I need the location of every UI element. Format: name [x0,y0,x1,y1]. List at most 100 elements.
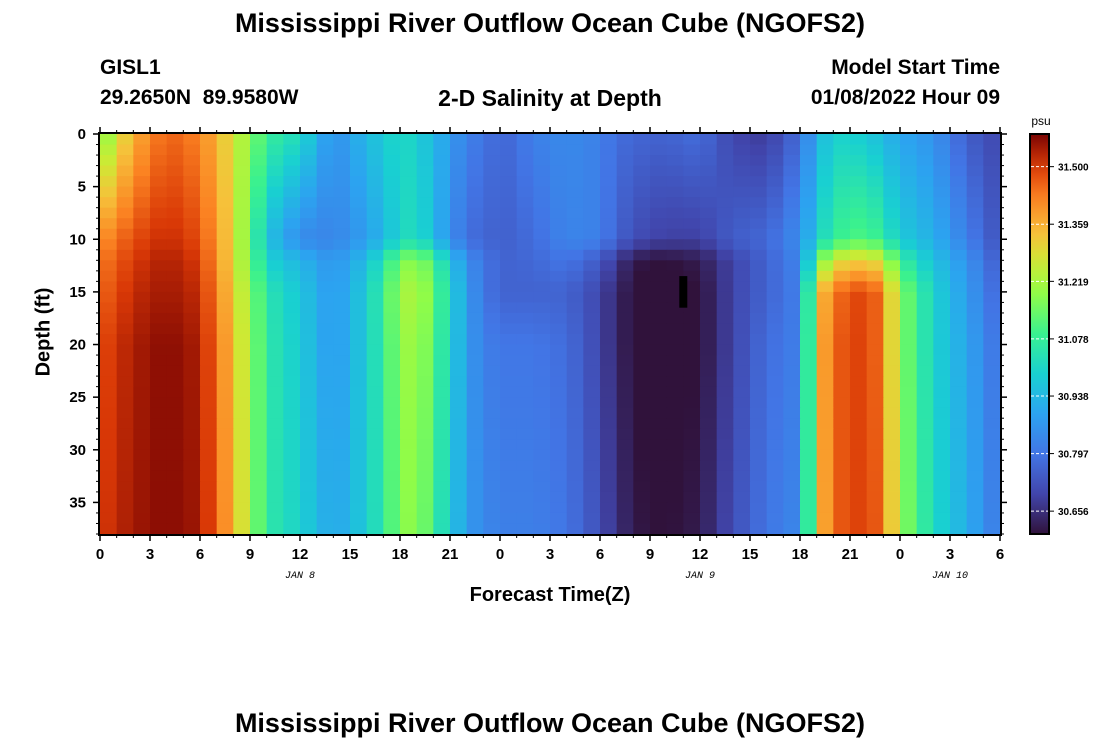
heatmap-cell [150,249,168,261]
heatmap-cell [366,260,384,272]
heatmap-cell [200,523,218,535]
heatmap-cell [250,355,268,367]
heatmap-cell [950,239,968,251]
heatmap-cell [516,470,534,482]
heatmap-cell [633,439,651,451]
heatmap-cell [266,197,284,209]
heatmap-cell [483,334,501,346]
heatmap-cell [616,376,634,388]
heatmap-cell [250,386,268,398]
heatmap-cell [333,302,351,314]
heatmap-cell [216,481,234,493]
heatmap-cell [650,428,668,440]
heatmap-cell [400,218,418,230]
x-tick-label: 12 [292,546,309,563]
heatmap-cell [450,418,468,430]
model-start-label: Model Start Time [831,56,1000,79]
heatmap-cell [600,512,618,525]
heatmap-cell [233,260,251,272]
heatmap-cell [916,144,934,156]
heatmap-cell [683,197,701,209]
heatmap-cell [883,481,901,493]
heatmap-cell [566,239,584,251]
heatmap-cell [533,165,551,177]
heatmap-cell [216,228,234,240]
heatmap-cell [766,523,784,535]
heatmap-cell [500,449,518,461]
heatmap-cell [466,376,484,388]
heatmap-cell [900,312,918,325]
heatmap-cell [933,334,951,346]
heatmap-cell [516,155,534,167]
heatmap-cell [733,512,751,525]
heatmap-cell [316,512,334,525]
heatmap-cell [616,481,634,493]
heatmap-cell [100,312,118,325]
heatmap-cell [500,365,518,377]
heatmap-cell [550,302,568,314]
heatmap-cell [916,365,934,377]
heatmap-cell [600,334,618,346]
heatmap-cell [983,365,1001,377]
heatmap-cell [833,491,851,504]
heatmap-cell [533,376,551,388]
heatmap-cell [766,481,784,493]
heatmap-cell [183,197,201,209]
heatmap-cell [100,134,118,146]
heatmap-cell [283,312,301,325]
heatmap-cell [766,207,784,219]
heatmap-cell [250,186,268,198]
heatmap-cell [550,449,568,461]
heatmap-cell [216,312,234,325]
heatmap-cell [333,449,351,461]
heatmap-cell [383,197,401,209]
heatmap-cell [316,197,334,209]
heatmap-cell [583,312,601,325]
heatmap-cell [250,481,268,493]
heatmap-cell [483,355,501,367]
heatmap-cell [433,239,451,251]
heatmap-cell [433,355,451,367]
heatmap-cell [166,228,184,240]
heatmap-cell [550,365,568,377]
heatmap-cell [516,397,534,409]
x-tick-label: 18 [392,546,409,563]
heatmap-cell [566,323,584,335]
heatmap-cell [983,134,1001,146]
heatmap-cell [816,355,834,367]
heatmap-cell [716,365,734,377]
heatmap-cell [500,165,518,177]
heatmap-cell [950,228,968,240]
heatmap-cell [983,312,1001,325]
heatmap-cell [283,334,301,346]
heatmap-cell [150,460,168,472]
heatmap-cell [433,218,451,230]
heatmap-cell [483,176,501,188]
heatmap-cell [250,428,268,440]
heatmap-cell [166,481,184,493]
heatmap-cell [333,186,351,198]
heatmap-cell [666,186,684,198]
heatmap-cell [750,470,768,482]
heatmap-cell [966,355,984,367]
heatmap-cell [333,365,351,377]
heatmap-cell [283,344,301,356]
heatmap-cell [233,144,251,156]
heatmap-cell [800,502,818,514]
heatmap-cell [500,218,518,230]
heatmap-cell [483,428,501,440]
heatmap-cell [350,323,368,335]
heatmap-cell [250,176,268,188]
heatmap-cell [700,428,718,440]
heatmap-cell [533,407,551,419]
heatmap-cell [733,344,751,356]
heatmap-cell [266,207,284,219]
heatmap-cell [983,439,1001,451]
heatmap-cell [466,249,484,261]
heatmap-cell [616,165,634,177]
heatmap-cell [916,355,934,367]
heatmap-cell [200,460,218,472]
heatmap-cell [650,323,668,335]
heatmap-cell [783,186,801,198]
heatmap-cell [566,334,584,346]
